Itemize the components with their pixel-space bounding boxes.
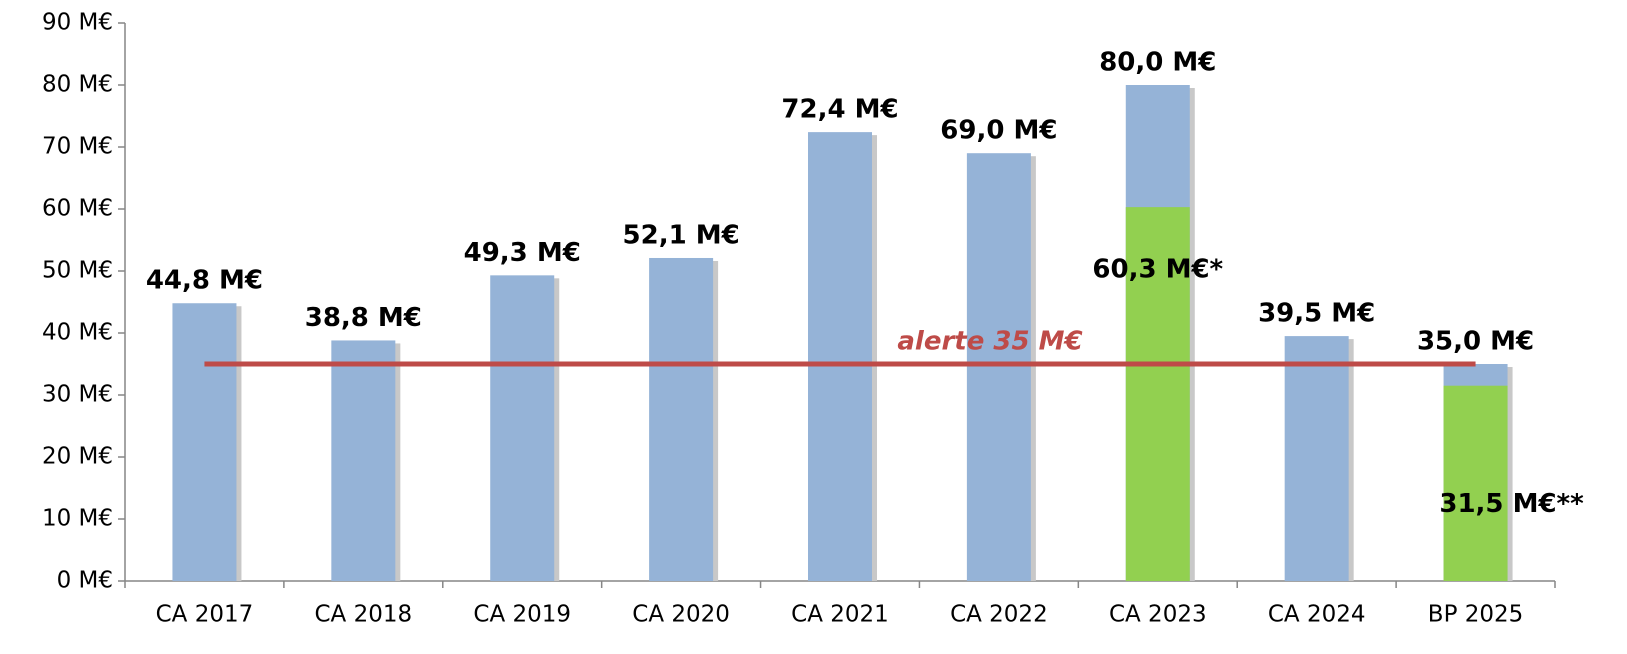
data-label: 60,3 M€* xyxy=(1092,255,1223,285)
y-tick-label: 30 M€ xyxy=(42,382,113,408)
x-tick-label: CA 2019 xyxy=(473,602,571,628)
bar xyxy=(172,303,237,581)
data-label: 44,8 M€ xyxy=(146,266,263,296)
bar xyxy=(490,275,555,581)
data-label: 52,1 M€ xyxy=(623,220,740,250)
bar xyxy=(649,257,714,581)
x-tick-label: CA 2017 xyxy=(156,602,254,628)
data-label: 39,5 M€ xyxy=(1258,299,1375,329)
x-tick-label: CA 2020 xyxy=(632,602,730,628)
data-label: 49,3 M€ xyxy=(464,238,581,268)
data-label: 38,8 M€ xyxy=(305,303,422,333)
data-label: 69,0 M€ xyxy=(940,116,1057,146)
x-tick-label: BP 2025 xyxy=(1428,602,1524,628)
bar xyxy=(966,153,1031,581)
y-tick-label: 0 M€ xyxy=(57,568,113,594)
x-tick-label: CA 2021 xyxy=(791,602,889,628)
data-label: 72,4 M€ xyxy=(781,95,898,125)
y-tick-label: 90 M€ xyxy=(42,10,113,36)
y-tick-label: 50 M€ xyxy=(42,258,113,284)
y-tick-label: 10 M€ xyxy=(42,506,113,532)
bar xyxy=(808,132,872,581)
data-label: 80,0 M€ xyxy=(1099,48,1216,78)
y-tick-label: 70 M€ xyxy=(42,134,113,160)
x-tick-label: CA 2023 xyxy=(1109,602,1207,628)
x-tick-label: CA 2024 xyxy=(1268,602,1366,628)
data-label: 31,5 M€** xyxy=(1439,489,1584,519)
bar xyxy=(1284,336,1349,581)
highlight-bar xyxy=(1443,385,1508,581)
y-tick-label: 40 M€ xyxy=(42,320,113,346)
x-tick-label: CA 2022 xyxy=(950,602,1048,628)
y-tick-label: 80 M€ xyxy=(42,72,113,98)
x-tick-label: CA 2018 xyxy=(315,602,413,628)
highlight-bar xyxy=(1125,207,1190,581)
threshold-label: alerte 35 M€ xyxy=(897,327,1082,357)
y-tick-label: 60 M€ xyxy=(42,196,113,222)
data-label: 35,0 M€ xyxy=(1417,327,1534,357)
bar xyxy=(331,340,396,581)
y-tick-label: 20 M€ xyxy=(42,444,113,470)
